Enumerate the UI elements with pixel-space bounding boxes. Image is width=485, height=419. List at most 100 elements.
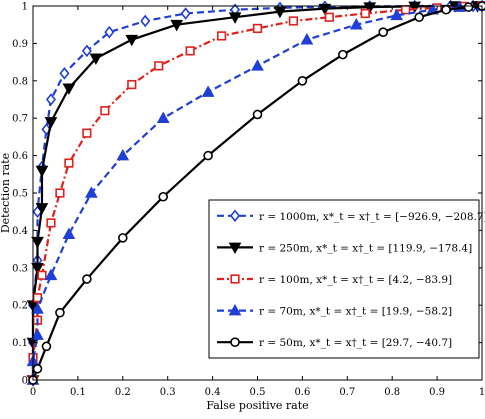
data-point (185, 46, 195, 56)
series-line (31, 4, 483, 381)
data-point (228, 12, 242, 24)
data-point (59, 67, 70, 80)
y-tick-label: 1 (22, 2, 28, 13)
data-point (55, 307, 65, 318)
data-point (118, 233, 128, 243)
x-tick-label: 0.8 (384, 387, 400, 398)
y-tick-label: 0 (22, 376, 28, 387)
data-point (31, 328, 44, 340)
data-point (203, 150, 213, 161)
data-point (31, 236, 44, 249)
x-tick-label: 0 (30, 387, 36, 398)
data-point (127, 79, 137, 90)
legend: r = 1000m, x*_t = x†_t = [−926.9, −208.7… (208, 199, 485, 359)
data-point (170, 19, 184, 32)
data-point (81, 44, 92, 58)
legend-marker (230, 274, 240, 284)
legend-box (208, 199, 480, 359)
data-point (82, 128, 92, 138)
y-tick-label: 0.6 (12, 151, 28, 162)
data-point (408, 1, 422, 14)
x-tick-label: 0.1 (70, 387, 86, 398)
data-point (116, 148, 130, 161)
data-point (44, 268, 58, 281)
y-axis-title: Detection rate (0, 153, 12, 233)
x-tick-label: 0.9 (429, 387, 445, 398)
data-point (363, 2, 377, 14)
data-point (360, 8, 370, 19)
legend-entry-3: r = 100m, x*_t = x†_t = [4.2, −83.9] (217, 274, 452, 286)
legend-entry-4: r = 70m, x*_t = x†_t = [19.9, −58.2] (217, 303, 452, 318)
legend-label: r = 70m, x*_t = x†_t = [19.9, −58.2] (259, 306, 452, 318)
data-point (62, 83, 76, 95)
data-point (82, 274, 92, 284)
data-point (35, 165, 49, 178)
y-tick-label: 0.1 (12, 338, 28, 349)
data-point (180, 7, 191, 20)
data-point (216, 31, 227, 41)
x-tick-label: 0.5 (250, 387, 266, 398)
x-tick-label: 0.2 (115, 387, 131, 398)
x-tick-label: 1 (479, 387, 485, 398)
legend-entry-1: r = 1000m, x*_t = x†_t = [−926.9, −208.7… (217, 209, 485, 223)
legend-marker (230, 337, 240, 348)
data-point (104, 25, 115, 39)
y-tick-label: 0.9 (12, 39, 28, 50)
legend-entry-5: r = 50m, x*_t = x†_t = [29.7, −40.7] (217, 337, 452, 349)
data-point (252, 23, 263, 34)
legend-label: r = 100m, x*_t = x†_t = [4.2, −83.9] (259, 274, 452, 286)
data-point (41, 341, 52, 352)
data-point (62, 227, 76, 239)
data-point (201, 85, 215, 97)
data-point (378, 27, 389, 37)
data-point (37, 270, 47, 280)
series-line (31, 4, 483, 380)
x-tick-label: 0.7 (339, 387, 355, 398)
legend-label: r = 250m, x*_t = x†_t = [119.9, −178.4] (259, 242, 472, 254)
x-tick-label: 0.4 (205, 387, 221, 398)
x-tick-label: 0.3 (160, 387, 176, 398)
data-point (55, 188, 65, 198)
y-tick-label: 0.4 (12, 226, 28, 237)
data-point (390, 8, 404, 21)
data-point (35, 203, 49, 215)
data-point (32, 363, 43, 374)
data-point (85, 186, 98, 198)
data-point (401, 5, 411, 15)
legend-marker (228, 242, 242, 255)
data-point (64, 158, 74, 168)
data-point (414, 12, 424, 23)
data-point (288, 16, 299, 26)
data-point (300, 33, 314, 45)
data-point (324, 12, 334, 22)
x-axis-title: False positive rate (206, 399, 308, 412)
data-point (318, 3, 332, 16)
data-point (45, 93, 56, 106)
data-point (158, 191, 169, 202)
data-point (251, 59, 264, 71)
legend-marker (228, 303, 242, 316)
legend-entry-2: r = 250m, x*_t = x†_t = [119.9, −178.4] (217, 242, 472, 254)
data-point (46, 218, 56, 228)
data-point (252, 109, 263, 120)
data-point (100, 106, 110, 116)
data-point (156, 111, 170, 123)
y-tick-label: 0.8 (12, 76, 28, 87)
y-tick-label: 0.7 (12, 114, 28, 125)
data-point (441, 4, 451, 15)
x-tick-label: 0.6 (294, 387, 310, 398)
data-point (463, 2, 474, 12)
legend-marker (229, 209, 241, 223)
data-point (44, 117, 58, 129)
data-point (338, 49, 348, 60)
data-point (31, 302, 44, 314)
y-tick-label: 0.2 (12, 301, 28, 312)
legend-label: r = 50m, x*_t = x†_t = [29.7, −40.7] (259, 337, 452, 349)
y-tick-label: 0.5 (12, 189, 28, 200)
legend-label: r = 1000m, x*_t = x†_t = [−926.9, −208.7… (259, 211, 485, 223)
data-point (125, 34, 139, 47)
data-point (140, 14, 151, 28)
data-point (273, 6, 287, 19)
